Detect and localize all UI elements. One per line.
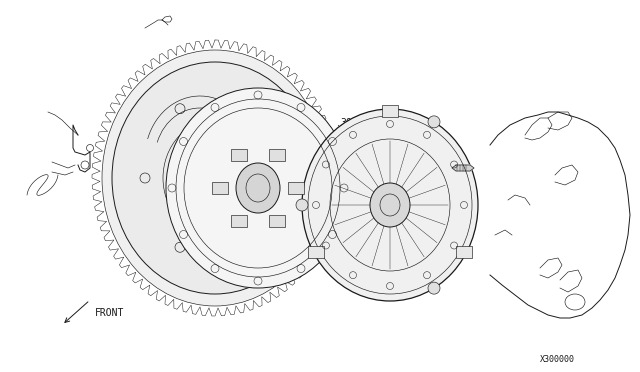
FancyBboxPatch shape <box>269 149 285 161</box>
Text: FRONT: FRONT <box>95 308 124 318</box>
Ellipse shape <box>112 62 318 294</box>
Circle shape <box>428 116 440 128</box>
FancyBboxPatch shape <box>382 105 398 117</box>
FancyBboxPatch shape <box>288 182 304 194</box>
FancyBboxPatch shape <box>456 246 472 258</box>
FancyBboxPatch shape <box>212 182 228 194</box>
Circle shape <box>296 199 308 211</box>
Text: 30210: 30210 <box>340 118 369 128</box>
FancyBboxPatch shape <box>308 246 324 258</box>
Ellipse shape <box>302 109 478 301</box>
Text: X300000: X300000 <box>540 355 575 364</box>
Circle shape <box>428 282 440 294</box>
FancyBboxPatch shape <box>231 149 247 161</box>
Ellipse shape <box>236 163 280 213</box>
Text: 30210A: 30210A <box>405 133 440 143</box>
FancyBboxPatch shape <box>269 215 285 227</box>
Ellipse shape <box>195 155 235 201</box>
Text: 30100: 30100 <box>223 263 253 273</box>
Ellipse shape <box>370 183 410 227</box>
Ellipse shape <box>102 50 328 306</box>
Ellipse shape <box>166 88 350 288</box>
Polygon shape <box>452 165 474 171</box>
FancyBboxPatch shape <box>231 215 247 227</box>
